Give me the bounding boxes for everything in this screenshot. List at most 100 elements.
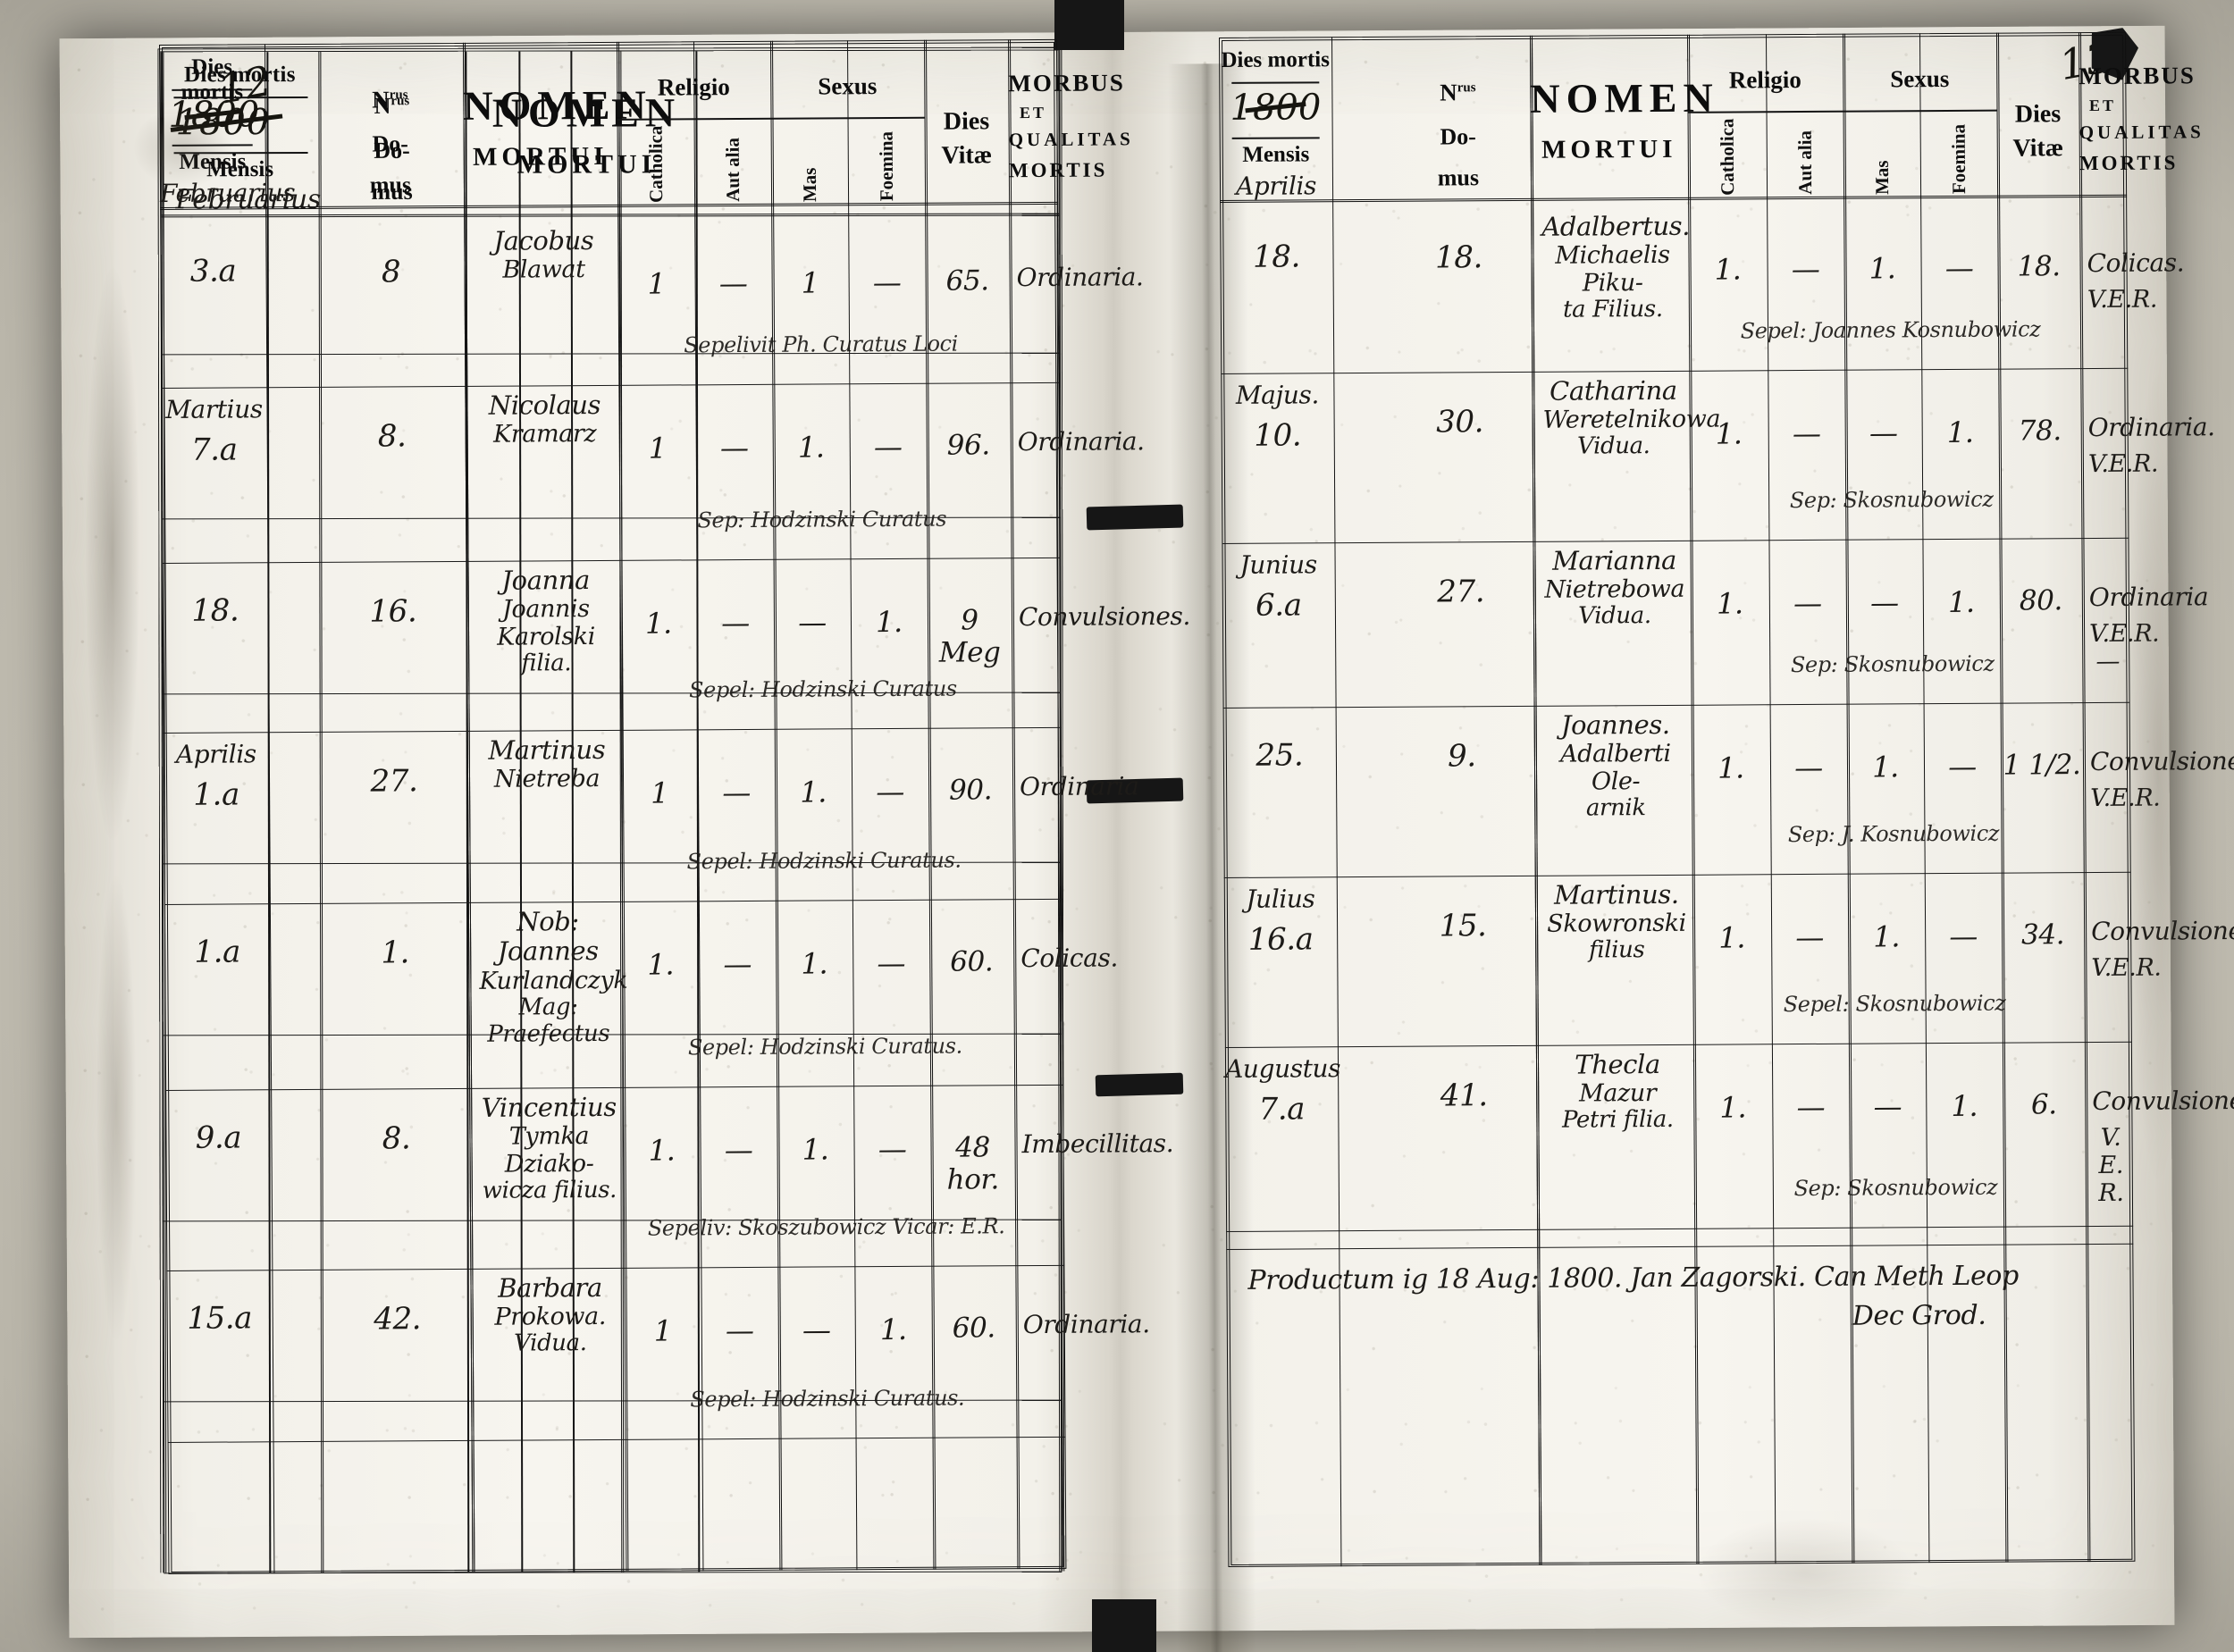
cell-day: 10. (1254, 417, 1302, 454)
header-nomen: NOMEN (463, 81, 652, 129)
name-line-3: Petri filia. (1561, 1106, 1674, 1135)
cell-name: Joanna Joannis Karolski filia. (477, 565, 616, 678)
header-mortis: MORTIS (1008, 158, 1108, 182)
cell-aut-alia: — (1795, 919, 1825, 955)
header-sexus: Sexus (1890, 65, 1950, 93)
name-line-1: Nob: Joannes (497, 906, 599, 968)
name-line-2: Mazur (1578, 1079, 1657, 1108)
cell-name: Thecla Mazur Petri filia. (1547, 1049, 1689, 1135)
cell-aut-alia: — (1794, 750, 1823, 785)
cell-house-number: 30. (1436, 404, 1484, 440)
cell-foemina: — (1949, 918, 1978, 954)
cell-day: 9.a (195, 1120, 242, 1156)
cell-name: Martinus. Skowronski filius (1546, 879, 1688, 965)
year-strikethrough (184, 109, 240, 121)
cell-house-number: 18. (1434, 239, 1483, 276)
name-line-1: Vincentius (481, 1091, 617, 1123)
name-line-3: filia. (521, 650, 572, 677)
cell-catholica: 1 (651, 776, 669, 810)
cell-name: Barbara Prokowa. Vidua. (481, 1271, 619, 1358)
cell-month: Junius (1239, 549, 1317, 580)
cell-house-number: 15. (1439, 908, 1487, 944)
cell-mas: 1. (797, 430, 825, 465)
cell-house-number: 42. (374, 1301, 422, 1338)
name-line-2: Prokowa. (494, 1303, 607, 1332)
header-et: ET (1019, 103, 1047, 122)
cell-house-number: 41. (1440, 1078, 1488, 1114)
cell-name: Joannes. Adalberti Ole-arnik (1545, 709, 1687, 823)
name-line-2: Tymka Dziako- (504, 1122, 594, 1179)
name-line-2: Nietrebowa (1544, 575, 1685, 605)
header-dies: Dies (943, 107, 990, 136)
cell-morbus: Ordinaria. (2087, 412, 2215, 443)
cell-foemina: — (877, 945, 906, 981)
cell-dies-vitae: 6. (2030, 1088, 2057, 1121)
cell-aut-alia: — (725, 1312, 754, 1348)
cell-mas: 1. (802, 1132, 829, 1167)
cell-day: 7.a (1258, 1091, 1306, 1128)
cell-name: Marianna Nietrebowa Vidua. (1543, 545, 1685, 631)
header-dies-mortis: Dies mortis (1221, 47, 1330, 72)
header-mensis: Mensis (1242, 142, 1310, 167)
name-line-3: Vidua. (514, 1329, 587, 1357)
header-mortis: MORTIS (2079, 151, 2179, 175)
header-mas: Mas (1843, 119, 1921, 195)
left-leaf-content: Dies mortis 1800 Mensis Februarius Nrus Do-mu… (159, 38, 1191, 1574)
cell-aut-alia: — (724, 1132, 753, 1168)
right-leaf-content: Dies mortis1800MensisAprilisNrusDo-musNO… (1219, 31, 2234, 1567)
month-handwritten: Februarius (159, 178, 296, 208)
cell-catholica: 1. (1717, 751, 1744, 785)
header-catholica: Catholica (617, 125, 695, 203)
name-line-2: Adalberti Ole- (1560, 740, 1671, 796)
name-line-2: Blawat (502, 256, 585, 284)
name-line-3: wicza filius. (482, 1177, 617, 1205)
cell-house-number: 27. (1437, 574, 1485, 610)
table-row: 15.a 42. Barbara Prokowa. Vidua. 1 — — 1. 60. Ordi… (166, 1265, 1150, 1442)
header-dies: Dies (2014, 100, 2062, 129)
header-foemina-text: Foemina (1947, 123, 1969, 195)
footer-line-1: Productum ig 18 Aug: 1800. Jan Zagorski.… (1247, 1260, 2019, 1296)
cell-morbus-secondary: V.E.R. (2090, 784, 2161, 813)
cell-aut-alia: — (1796, 1089, 1826, 1125)
header-nrus: Nrus (316, 86, 463, 114)
nrus-text: N (372, 86, 390, 113)
cell-name: Nob: Joannes Kurlandczyk Mag: Praefectus (479, 906, 628, 1048)
name-line-2: Kurlandczyk (479, 966, 628, 995)
cell-morbus-secondary: V.E.R. (2087, 449, 2159, 479)
cell-day: 6.a (1255, 587, 1302, 624)
cell-morbus: Ordinaria (1019, 771, 1139, 802)
cell-foemina: — (872, 264, 902, 300)
cell-aut-alia: — (722, 775, 752, 810)
binder-clip-bottom (1092, 1599, 1156, 1652)
cell-day: 15.a (187, 1300, 253, 1337)
cell-name: Jacobus Blawat (475, 225, 612, 284)
cell-mas: 1 (801, 265, 819, 300)
header-domus-1: Do- (1440, 123, 1476, 150)
cell-catholica: 1 (647, 266, 666, 301)
cell-month: Martius (165, 394, 263, 424)
cell-aut-alia: — (719, 430, 749, 465)
cell-month: Aprilis (175, 739, 256, 769)
name-line-3: arnik (1585, 794, 1646, 822)
cell-burial-note: Sepel: Joannes Kosnubowicz (1740, 316, 2041, 344)
cell-day: 7.a (190, 432, 238, 468)
table-row: 3.a 8 Jacobus Blawat 1 — 1 — 65. Ordinaria. Sepeli… (160, 218, 1144, 388)
name-line-3: Vidua. (1577, 432, 1650, 460)
cell-burial-note: Sepel: Hodzinski Curatus. (687, 1033, 962, 1061)
name-line-3: filius (1589, 936, 1645, 964)
cell-morbus-secondary: V.E.R. (2091, 953, 2162, 983)
header-morbus: MORBUS (1008, 69, 1125, 97)
table-row: 25. 9. Joannes. Adalberti Ole-arnik 1. — 1. — 1 … (1223, 702, 2234, 877)
cell-dies-vitae: 18. (2017, 250, 2061, 283)
cell-morbus: Imbecillitas. (1021, 1128, 1174, 1160)
cell-house-number: 8. (377, 418, 407, 455)
cell-house-number: 8. (382, 1120, 411, 1157)
name-line-1: Barbara (498, 1271, 602, 1304)
header-mortui: MORTUI (1541, 134, 1677, 164)
table-row: 9.a 8. Vincentius Tymka Dziako-wicza filius… (165, 1085, 1174, 1270)
cell-morbus: Convulsiones. (1018, 600, 1191, 633)
cell-day: 18. (1252, 239, 1301, 275)
cell-morbus: Ordinaria. (1017, 426, 1145, 457)
table-row: 18. 18. Adalbertus. Michaelis Piku-ta Filiu… (1220, 204, 2184, 373)
